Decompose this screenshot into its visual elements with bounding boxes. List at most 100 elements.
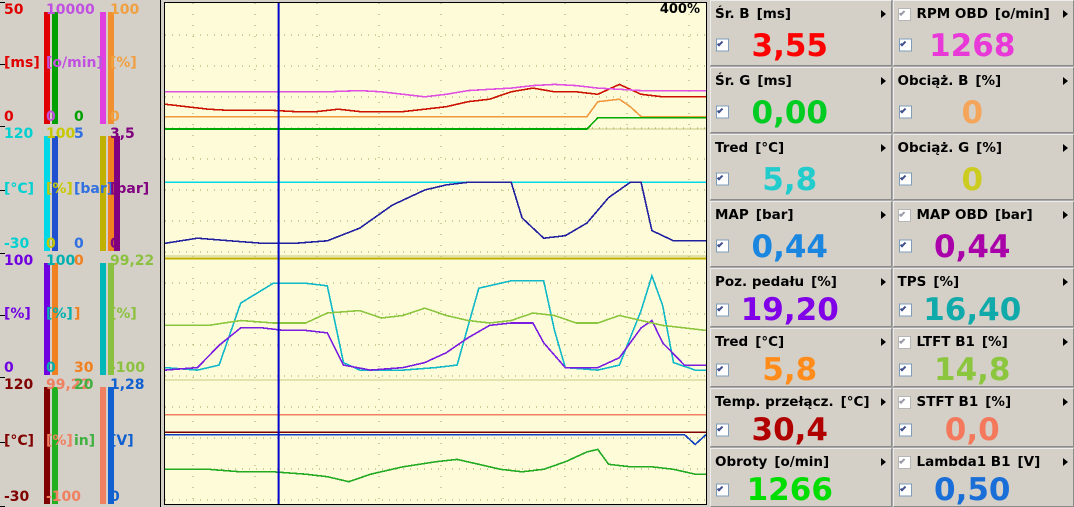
parameter-visibility-checkbox[interactable] bbox=[716, 483, 729, 496]
parameter-cell-rpm-obd[interactable]: RPM OBD [o/min] 1268 bbox=[892, 0, 1074, 66]
parameter-enable-checkbox[interactable] bbox=[897, 335, 911, 349]
chevron-right-icon[interactable] bbox=[880, 278, 886, 286]
chevron-right-icon[interactable] bbox=[880, 338, 886, 346]
axis-tick-bot-label: -100 bbox=[110, 360, 146, 376]
chart-series-line bbox=[165, 307, 706, 332]
parameter-unit: [%] bbox=[985, 394, 1012, 410]
parameter-cell-poz-peda-u[interactable]: Poz. pedału [%] 19,20 bbox=[710, 268, 892, 327]
parameter-cell-tred[interactable]: Tred [°C] 5,8 bbox=[710, 134, 892, 200]
parameter-cell-map[interactable]: MAP [bar] 0,44 bbox=[710, 201, 892, 267]
parameter-header: TPS [%] bbox=[894, 269, 1074, 295]
parameter-visibility-checkbox[interactable] bbox=[716, 105, 729, 119]
chart-series-line bbox=[165, 181, 706, 245]
axis-series-color-bar bbox=[108, 12, 114, 124]
parameter-name: Tred bbox=[715, 140, 749, 156]
chevron-right-icon[interactable] bbox=[1063, 144, 1068, 152]
parameter-name: STFT B1 bbox=[916, 394, 979, 410]
parameter-value: 16,40 bbox=[923, 292, 1022, 327]
parameter-visibility-checkbox[interactable] bbox=[898, 239, 912, 253]
chevron-right-icon[interactable] bbox=[1063, 458, 1068, 466]
parameter-header: LTFT B1 [%] bbox=[894, 329, 1074, 355]
chevron-right-icon[interactable] bbox=[1063, 77, 1068, 85]
parameter-header: STFT B1 [%] bbox=[894, 389, 1074, 415]
parameter-unit: [%] bbox=[976, 140, 1003, 156]
chevron-right-icon[interactable] bbox=[880, 10, 886, 18]
parameter-visibility-checkbox-wrap bbox=[716, 238, 729, 257]
chart-series-line bbox=[165, 83, 706, 113]
parameter-cell-lambda1-b1[interactable]: Lambda1 B1 [V] 0,50 bbox=[892, 448, 1074, 507]
axis-series-color-bar bbox=[100, 263, 106, 375]
chevron-right-icon[interactable] bbox=[880, 458, 886, 466]
parameter-visibility-checkbox[interactable] bbox=[898, 483, 912, 496]
parameter-value: 3,55 bbox=[751, 27, 829, 64]
parameter-cell-temp-prze-cz[interactable]: Temp. przełącz. [°C] 30,4 bbox=[710, 388, 892, 447]
parameter-visibility-checkbox[interactable] bbox=[716, 172, 729, 186]
parameter-enable-checkbox[interactable] bbox=[897, 455, 911, 469]
axis-tick-bot-label: 0 bbox=[110, 236, 120, 252]
parameter-cell-r-g[interactable]: Śr. G [ms] 0,00 bbox=[710, 67, 892, 133]
parameter-name: LTFT B1 bbox=[916, 334, 975, 350]
axis-tick-top-label: 50 bbox=[4, 2, 24, 18]
parameter-cell-ltft-b1[interactable]: LTFT B1 [%] 14,8 bbox=[892, 328, 1074, 387]
parameter-visibility-checkbox[interactable] bbox=[716, 363, 729, 376]
parameter-cell-map-obd[interactable]: MAP OBD [bar] 0,44 bbox=[892, 201, 1074, 267]
chart-container[interactable]: 400% bbox=[161, 0, 710, 507]
parameter-visibility-checkbox[interactable] bbox=[898, 38, 912, 52]
chevron-right-icon[interactable] bbox=[1063, 398, 1068, 406]
axis-series-color-bar bbox=[52, 136, 58, 251]
chevron-right-icon[interactable] bbox=[880, 398, 886, 406]
parameter-visibility-checkbox[interactable] bbox=[898, 172, 912, 186]
parameter-cell-obci-b[interactable]: Obciąż. B [%] 0 bbox=[892, 67, 1074, 133]
chevron-right-icon[interactable] bbox=[1063, 338, 1068, 346]
axis-series-color-bar bbox=[52, 12, 58, 124]
parameter-unit: [o/min] bbox=[994, 6, 1050, 22]
parameter-cell-r-b[interactable]: Śr. B [ms] 3,55 bbox=[710, 0, 892, 66]
parameter-visibility-checkbox-wrap bbox=[898, 361, 912, 380]
parameter-visibility-checkbox-wrap bbox=[716, 361, 729, 380]
parameter-cell-obci-g[interactable]: Obciąż. G [%] 0 bbox=[892, 134, 1074, 200]
axis-tick-top-label: 100 bbox=[46, 126, 76, 142]
axis-series-color-bar bbox=[44, 136, 50, 251]
parameter-visibility-checkbox[interactable] bbox=[898, 423, 912, 436]
parameter-visibility-checkbox[interactable] bbox=[716, 303, 729, 316]
axis-series-color-bar bbox=[100, 387, 106, 504]
parameter-value: 0 bbox=[961, 94, 984, 131]
axis-unit-label: [o/min] bbox=[46, 55, 103, 72]
parameter-visibility-checkbox[interactable] bbox=[716, 38, 729, 52]
parameter-visibility-checkbox[interactable] bbox=[898, 363, 912, 376]
chevron-right-icon[interactable] bbox=[1063, 10, 1068, 18]
parameter-name: MAP bbox=[715, 207, 749, 223]
chart-plot-area[interactable] bbox=[164, 2, 707, 505]
parameter-visibility-checkbox[interactable] bbox=[898, 303, 912, 316]
parameter-visibility-checkbox[interactable] bbox=[716, 423, 729, 436]
axis-series-color-bar bbox=[44, 263, 50, 375]
axis-tick-mark bbox=[0, 126, 5, 127]
chevron-right-icon[interactable] bbox=[880, 77, 886, 85]
parameter-cell-tps[interactable]: TPS [%] 16,40 bbox=[892, 268, 1074, 327]
axis-tick-bot-label: 0 bbox=[46, 360, 56, 376]
parameter-unit: [%] bbox=[811, 274, 837, 290]
chart-series-line bbox=[165, 448, 706, 483]
parameter-visibility-checkbox-wrap bbox=[898, 37, 912, 56]
chevron-right-icon[interactable] bbox=[880, 144, 886, 152]
parameter-cell-stft-b1[interactable]: STFT B1 [%] 0,0 bbox=[892, 388, 1074, 447]
parameter-visibility-checkbox[interactable] bbox=[716, 239, 729, 253]
parameter-unit: [°C] bbox=[840, 394, 870, 410]
axis-series-color-bar bbox=[108, 387, 114, 504]
parameter-visibility-checkbox[interactable] bbox=[898, 105, 912, 119]
parameter-enable-checkbox[interactable] bbox=[897, 395, 911, 409]
parameter-enable-checkbox[interactable] bbox=[897, 208, 911, 222]
chevron-right-icon[interactable] bbox=[1063, 211, 1068, 219]
axis-tick-bot-label: -100 bbox=[46, 489, 82, 505]
parameter-cell-obroty[interactable]: Obroty [o/min] 1266 bbox=[710, 448, 892, 507]
chart-gridlines bbox=[165, 3, 706, 504]
chevron-right-icon[interactable] bbox=[880, 211, 886, 219]
parameter-unit: [°C] bbox=[755, 140, 785, 156]
parameter-unit: [%] bbox=[981, 334, 1008, 350]
parameter-enable-checkbox[interactable] bbox=[897, 7, 911, 21]
axis-band-3: 100 [%] 0 100 [%] 0 0] 30 99,22 [%] -100 bbox=[0, 253, 161, 378]
parameter-name: Śr. G bbox=[715, 73, 751, 89]
axis-series-color-bar bbox=[52, 263, 58, 375]
parameter-cell-tred[interactable]: Tred [°C] 5,8 bbox=[710, 328, 892, 387]
chevron-right-icon[interactable] bbox=[1063, 278, 1068, 286]
